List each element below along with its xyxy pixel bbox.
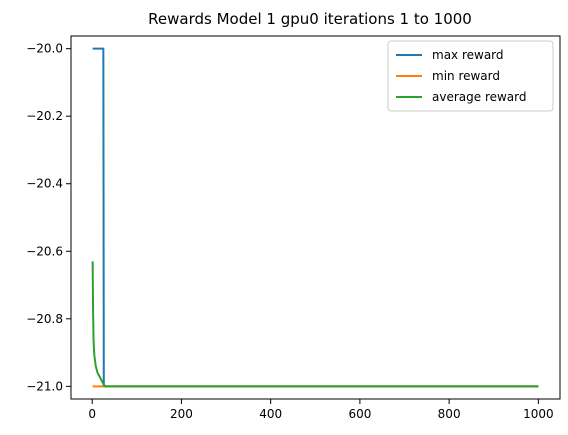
x-tick-label: 400 [259,407,282,421]
axes-layer: 0 200 400 600 800 1000 −20.0 −20.2 −20.4 −20.6 −20… [26,35,561,421]
x-tick-label: 1000 [523,407,554,421]
y-tick-label: −21.0 [26,379,63,393]
y-tick-label: −20.8 [26,312,63,326]
chart-title: Rewards Model 1 gpu0 iterations 1 to 100… [148,10,472,28]
x-tick-label: 800 [438,407,461,421]
x-tick-label: 0 [88,407,96,421]
y-tick-label: −20.6 [26,244,63,258]
series-layer [91,47,539,388]
y-tick-label: −20.4 [26,177,63,191]
legend: max reward min reward average reward [387,40,554,112]
legend-label-min-reward: min reward [432,69,500,83]
legend-label-average-reward: average reward [432,90,527,104]
x-tick-label: 600 [348,407,371,421]
y-tick-label: −20.2 [26,109,63,123]
legend-box [387,40,554,112]
y-tick-label: −20.0 [26,42,63,56]
legend-label-max-reward: max reward [432,48,504,62]
x-tick-label: 200 [170,407,193,421]
plot-frame [70,35,561,400]
series-line-average-reward [91,261,539,388]
